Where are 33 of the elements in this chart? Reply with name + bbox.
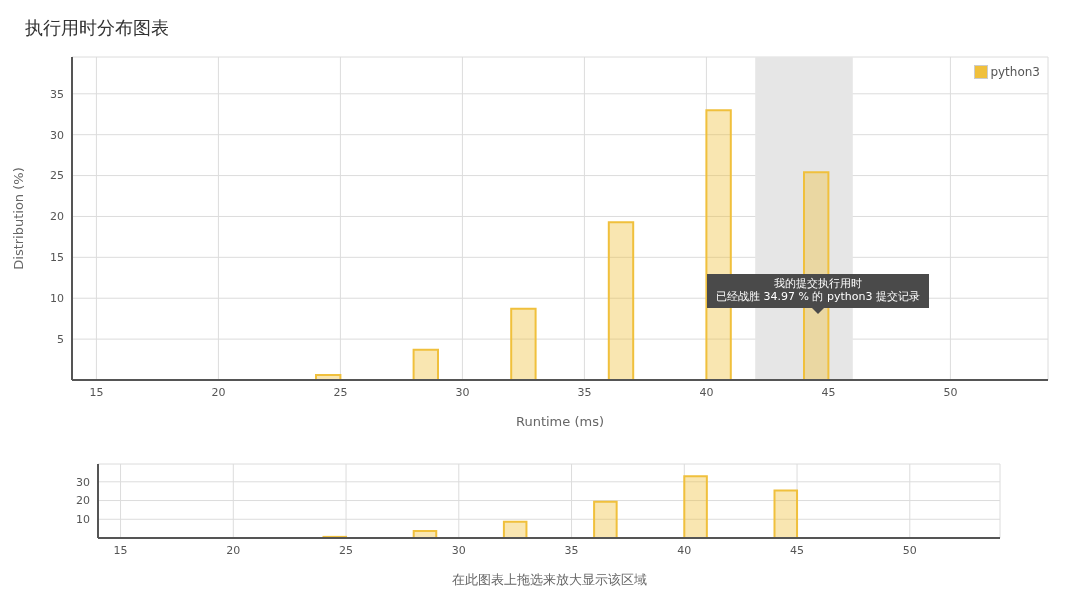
y-tick-label: 10 [50,292,64,306]
x-tick-label: 50 [943,385,958,399]
x-axis-title: 在此图表上拖选来放大显示该区域 [451,572,647,587]
x-tick-label: 45 [821,385,836,399]
y-tick-label: 10 [76,513,90,527]
x-tick-label: 25 [333,385,348,399]
x-tick-label: 50 [902,543,917,557]
x-tick-label: 40 [699,385,714,399]
x-tick-label: 35 [564,543,579,557]
x-tick-label: 20 [211,385,226,399]
x-tick-label: 20 [226,543,241,557]
y-tick-label: 20 [76,494,90,508]
x-tick-label: 45 [790,543,805,557]
y-tick-label: 25 [50,169,64,183]
x-tick-label: 15 [113,543,128,557]
y-tick-label: 15 [50,251,64,265]
annotation: 我的提交执行用时 [773,277,863,290]
x-tick-label: 15 [89,385,104,399]
x-tick-label: 35 [577,385,592,399]
annotation: 已经战胜 34.97 % 的 python3 提交记录 [715,290,921,303]
y-axis-title: Distribution (%) [10,167,26,270]
x-tick-label: 30 [451,543,466,557]
x-axis-title: Runtime (ms) [515,414,605,429]
y-tick-label: 30 [50,128,64,142]
x-tick-label: 40 [677,543,692,557]
y-tick-label: 30 [76,475,90,489]
x-tick-label: 30 [455,385,470,399]
y-tick-label: 5 [57,333,64,347]
chart-title: 执行用时分布图表 [25,16,169,40]
x-tick-label: 25 [339,543,354,557]
y-tick-label: 35 [50,87,64,101]
y-tick-label: 20 [50,210,64,224]
legend-label: python3 [990,65,1040,79]
